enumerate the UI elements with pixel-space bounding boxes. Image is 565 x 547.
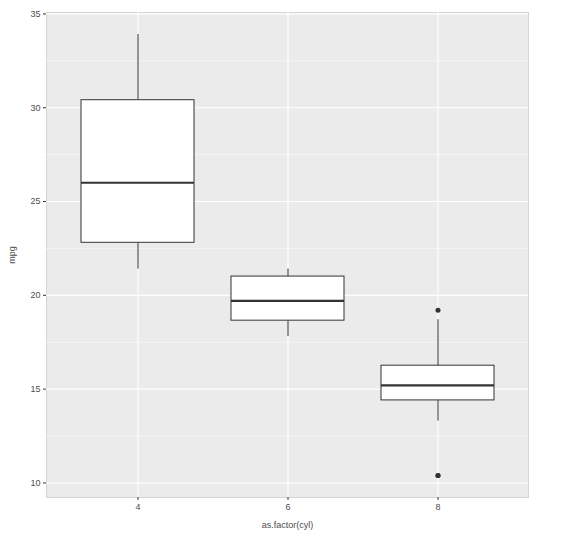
svg-text:as.factor(cyl): as.factor(cyl)	[262, 520, 314, 530]
svg-text:35: 35	[30, 9, 40, 19]
svg-text:30: 30	[30, 103, 40, 113]
svg-text:8: 8	[435, 502, 440, 512]
svg-text:6: 6	[285, 502, 290, 512]
svg-text:15: 15	[30, 384, 40, 394]
svg-text:25: 25	[30, 196, 40, 206]
svg-text:20: 20	[30, 290, 40, 300]
svg-text:4: 4	[135, 502, 140, 512]
svg-text:mpg: mpg	[7, 246, 17, 264]
svg-text:10: 10	[30, 478, 40, 488]
